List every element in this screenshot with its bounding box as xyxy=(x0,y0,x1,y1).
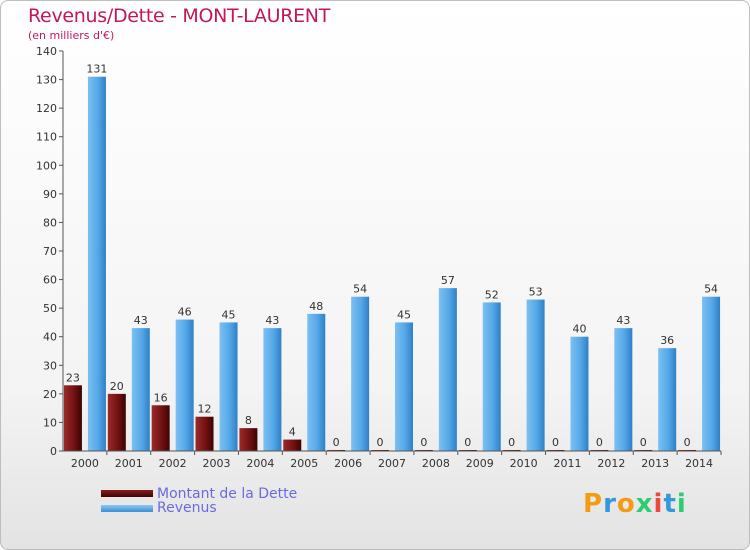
x-tick-label: 2005 xyxy=(290,457,318,470)
data-label-dette: 8 xyxy=(245,414,252,427)
data-label-revenus: 36 xyxy=(660,334,674,347)
bar-revenus-2009 xyxy=(482,302,501,451)
data-label-revenus: 43 xyxy=(616,314,630,327)
bar-revenus-2000 xyxy=(87,76,106,451)
y-tick-label: 80 xyxy=(43,216,57,229)
logo-letter: i xyxy=(676,489,687,519)
data-label-dette: 0 xyxy=(508,436,515,449)
data-label-revenus: 43 xyxy=(134,314,148,327)
bar-revenus-2002 xyxy=(175,319,194,451)
data-label-revenus: 131 xyxy=(86,63,107,76)
bar-dette-2004 xyxy=(239,428,258,451)
y-tick-label: 120 xyxy=(36,102,57,115)
x-tick-label: 2001 xyxy=(115,457,143,470)
bar-dette-2003 xyxy=(195,416,214,451)
logo-letter: P xyxy=(583,489,604,519)
bar-revenus-2003 xyxy=(219,322,238,451)
bar-revenus-2005 xyxy=(307,313,326,451)
legend-swatch-revenus xyxy=(101,505,153,512)
data-label-dette: 0 xyxy=(420,436,427,449)
data-label-dette: 0 xyxy=(333,436,340,449)
y-tick-label: 130 xyxy=(36,74,57,87)
x-tick-label: 2004 xyxy=(246,457,274,470)
x-tick-label: 2011 xyxy=(553,457,581,470)
x-tick-label: 2013 xyxy=(641,457,669,470)
y-tick-label: 60 xyxy=(43,274,57,287)
x-tick-label: 2000 xyxy=(71,457,99,470)
data-label-revenus: 45 xyxy=(397,308,411,321)
bar-revenus-2006 xyxy=(351,296,370,451)
y-tick-label: 50 xyxy=(43,302,57,315)
x-tick-label: 2014 xyxy=(685,457,713,470)
bar-revenus-2013 xyxy=(658,348,677,451)
data-label-dette: 23 xyxy=(66,371,80,384)
data-label-revenus: 48 xyxy=(309,300,323,313)
data-label-dette: 20 xyxy=(110,380,124,393)
x-tick-label: 2002 xyxy=(159,457,187,470)
x-tick-label: 2010 xyxy=(510,457,538,470)
logo-letter: o xyxy=(616,489,636,519)
logo-letter: i xyxy=(653,489,664,519)
x-tick-label: 2009 xyxy=(466,457,494,470)
x-tick-label: 2012 xyxy=(597,457,625,470)
bar-dette-2001 xyxy=(107,393,126,451)
data-label-revenus: 43 xyxy=(265,314,279,327)
data-label-dette: 0 xyxy=(596,436,603,449)
logo-letter: t xyxy=(663,489,677,519)
y-tick-label: 90 xyxy=(43,188,57,201)
x-tick-label: 2008 xyxy=(422,457,450,470)
y-tick-label: 30 xyxy=(43,359,57,372)
x-tick-label: 2006 xyxy=(334,457,362,470)
data-label-dette: 16 xyxy=(154,391,168,404)
bar-dette-2002 xyxy=(151,405,170,451)
data-label-revenus: 45 xyxy=(222,308,236,321)
data-label-dette: 0 xyxy=(684,436,691,449)
legend-label-debt: Montant de la Dette xyxy=(157,486,298,502)
y-tick-label: 110 xyxy=(36,131,57,144)
bar-dette-2000 xyxy=(63,385,82,451)
bar-revenus-2014 xyxy=(702,296,721,451)
bar-revenus-2011 xyxy=(570,336,589,451)
proxiti-logo: Proxiti xyxy=(583,489,687,519)
y-tick-label: 20 xyxy=(43,388,57,401)
bar-revenus-2008 xyxy=(438,288,457,451)
bar-revenus-2001 xyxy=(131,328,150,451)
y-tick-label: 140 xyxy=(36,45,57,58)
chart-title: Revenus/Dette - MONT-LAURENT xyxy=(28,5,331,27)
data-label-dette: 0 xyxy=(552,436,559,449)
y-tick-label: 0 xyxy=(50,445,57,458)
data-label-revenus: 54 xyxy=(353,283,367,296)
data-label-revenus: 40 xyxy=(572,323,586,336)
bar-revenus-2012 xyxy=(614,328,633,451)
data-label-dette: 0 xyxy=(640,436,647,449)
bar-revenus-2010 xyxy=(526,299,545,451)
y-tick-label: 40 xyxy=(43,331,57,344)
bar-revenus-2004 xyxy=(263,328,282,451)
legend-label-revenus: Revenus xyxy=(157,500,217,516)
logo-letter: x xyxy=(635,489,654,519)
y-tick-label: 100 xyxy=(36,159,57,172)
logo-letter: r xyxy=(603,489,617,519)
y-tick-label: 10 xyxy=(43,416,57,429)
data-label-revenus: 52 xyxy=(485,288,499,301)
bar-dette-2005 xyxy=(283,439,302,451)
y-tick-label: 70 xyxy=(43,245,57,258)
data-label-dette: 12 xyxy=(198,403,212,416)
data-label-dette: 0 xyxy=(464,436,471,449)
data-label-revenus: 54 xyxy=(704,283,718,296)
data-label-revenus: 57 xyxy=(441,274,455,287)
x-tick-label: 2003 xyxy=(203,457,231,470)
data-label-dette: 4 xyxy=(289,426,296,439)
data-label-dette: 0 xyxy=(377,436,384,449)
legend-swatch-debt xyxy=(101,490,153,497)
bar-revenus-2007 xyxy=(395,322,413,451)
data-label-revenus: 46 xyxy=(178,306,192,319)
data-label-revenus: 53 xyxy=(529,286,543,299)
x-tick-label: 2007 xyxy=(378,457,406,470)
chart-subtitle: (en milliers d'€) xyxy=(28,29,115,42)
